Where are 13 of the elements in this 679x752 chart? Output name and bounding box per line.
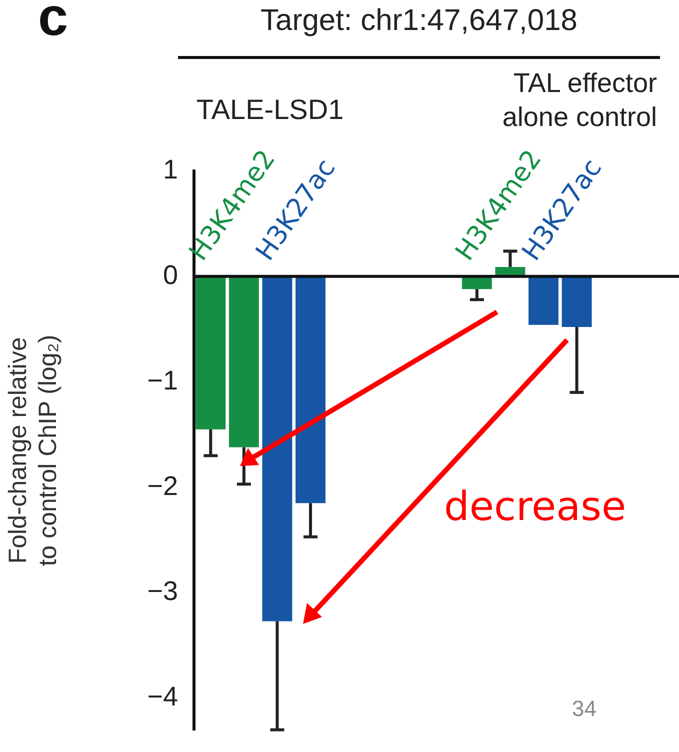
- y-tick-label: −4: [147, 682, 178, 712]
- chart-title: Target: chr1:47,647,018: [260, 4, 578, 38]
- annotation: decrease: [444, 484, 626, 530]
- y-tick-label: 0: [162, 260, 178, 290]
- text: TAL effector alone control: [502, 67, 657, 134]
- y-tick-label: −3: [147, 576, 178, 606]
- annotation: 34: [572, 696, 596, 722]
- y-tick-label: 1: [162, 154, 178, 184]
- text: TALE-LSD1: [195, 94, 345, 126]
- y-tick-label: −1: [147, 365, 178, 396]
- y-tick-label: −2: [147, 470, 178, 501]
- text: c: [38, 0, 68, 48]
- y-axis-title: Fold-change relative to control ChIP (log₂): [4, 334, 62, 566]
